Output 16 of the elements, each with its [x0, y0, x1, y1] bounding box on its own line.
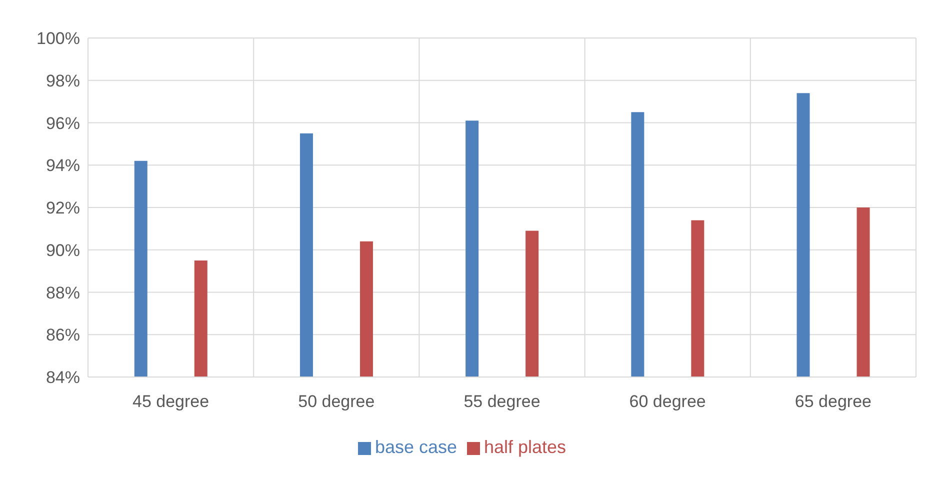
- y-tick-label: 90%: [46, 240, 80, 260]
- y-tick-label: 98%: [46, 71, 80, 90]
- x-tick-label: 50 degree: [298, 392, 375, 412]
- x-tick-label: 60 degree: [629, 392, 706, 412]
- legend-label: base case: [374, 437, 457, 457]
- y-tick-label: 94%: [46, 156, 80, 176]
- y-tick-label: 96%: [46, 114, 80, 133]
- x-tick-label: 55 degree: [464, 392, 540, 412]
- y-tick-label: 84%: [46, 368, 80, 388]
- x-tick-label: 45 degree: [132, 392, 210, 412]
- y-tick-label: 88%: [46, 283, 80, 302]
- x-tick-label: 65 degree: [794, 392, 872, 412]
- y-tick-label: 92%: [46, 198, 80, 218]
- legend-label: half plates: [484, 437, 566, 457]
- y-tick-label: 86%: [46, 326, 80, 345]
- y-tick-label: 100%: [36, 29, 80, 48]
